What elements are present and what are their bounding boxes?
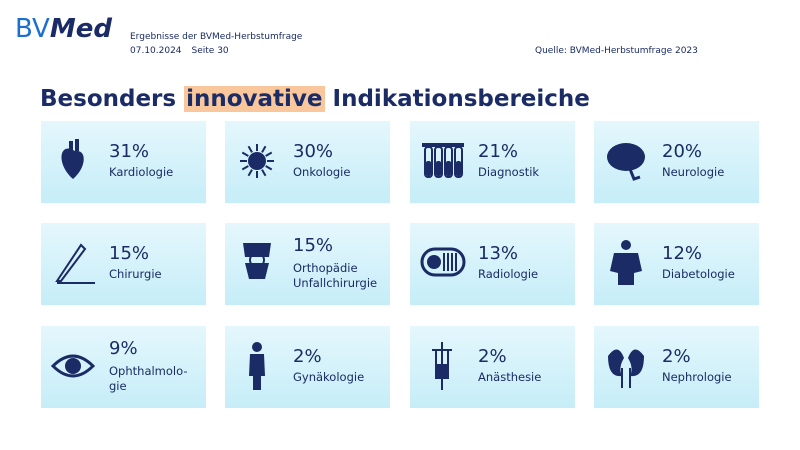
icon (420, 239, 466, 293)
label-line: Radiologie (478, 267, 539, 281)
tile: 2% Gynäkologie (225, 326, 390, 408)
logo-bv: BV (15, 14, 50, 44)
tile: 12% Diabetologie (594, 223, 759, 305)
title-part: Besonders (40, 86, 185, 112)
label: Ophthalmolo-gie (109, 364, 188, 394)
tile: 21% Diagnostik (410, 121, 575, 203)
label-line: Anästhesie (478, 370, 542, 384)
label-line: Kardiologie (109, 165, 174, 179)
title-highlight: innovative (184, 86, 325, 112)
label: Neurologie (662, 165, 724, 180)
logo-med: Med (49, 14, 112, 44)
percent: 15% (109, 243, 150, 264)
label: Orthopädie Unfallchirurgie (293, 261, 377, 291)
label-line: Diabetologie (662, 267, 735, 281)
tile: 9% Ophthalmolo-gie (41, 326, 206, 408)
label-line: Nephrologie (662, 370, 732, 384)
title: Besonders innovative Indikationsbereiche (40, 86, 590, 112)
icon (235, 239, 281, 293)
tile: 20% Neurologie (594, 121, 759, 203)
tile: 2% Anästhesie (410, 326, 575, 408)
label-line: Orthopädie (293, 261, 358, 275)
tile: 31% Kardiologie (41, 121, 206, 203)
label-line: gie (109, 379, 127, 393)
icon-graphic (422, 143, 464, 178)
subtitle: Ergebnisse der BVMed-Herbstumfrage (130, 32, 303, 42)
icon (604, 342, 650, 396)
icon (420, 137, 466, 191)
percent: 13% (478, 243, 519, 264)
tile: 2% Nephrologie (594, 326, 759, 408)
label: Nephrologie (662, 370, 732, 385)
label-line: Unfallchirurgie (293, 276, 378, 290)
label-line: Ophthalmolo- (109, 364, 188, 378)
label: Onkologie (293, 165, 350, 180)
icon-graphic (432, 342, 452, 390)
label: Chirurgie (109, 267, 162, 282)
percent: 9% (109, 338, 138, 359)
icon-graphic (50, 354, 96, 378)
icon-graphic (61, 139, 84, 179)
icon-graphic (420, 247, 466, 277)
label: Diabetologie (662, 267, 735, 282)
icon-graphic (608, 349, 644, 388)
label-line: Onkologie (293, 165, 351, 179)
icon (235, 137, 281, 191)
page-number: Seite 30 (191, 46, 229, 56)
label: Anästhesie (478, 370, 541, 385)
label-line: Diagnostik (478, 165, 540, 179)
icon-graphic (240, 144, 274, 178)
icon (51, 137, 97, 191)
percent: 2% (662, 346, 691, 367)
percent: 31% (109, 141, 150, 162)
percent: 30% (293, 141, 334, 162)
label-line: Gynäkologie (293, 370, 365, 384)
percent: 12% (662, 243, 703, 264)
label: Kardiologie (109, 165, 173, 180)
percent: 20% (662, 141, 703, 162)
icon-graphic (243, 243, 271, 279)
icon-graphic (55, 243, 95, 284)
percent: 21% (478, 141, 519, 162)
label: Radiologie (478, 267, 538, 282)
source: Quelle: BVMed-Herbstumfrage 2023 (535, 46, 698, 56)
percent: 2% (478, 346, 507, 367)
date: 07.10.2024 (130, 46, 182, 56)
logo: BVMed (15, 14, 112, 44)
icon-graphic (610, 240, 642, 285)
icon (604, 239, 650, 293)
label-line: Chirurgie (109, 267, 162, 281)
tile: 15% Orthopädie Unfallchirurgie (225, 223, 390, 305)
icon (604, 137, 650, 191)
tile: 13% Radiologie (410, 223, 575, 305)
tile: 15% Chirurgie (41, 223, 206, 305)
icon (420, 342, 466, 396)
icon (51, 239, 97, 293)
percent: 15% (293, 235, 334, 256)
icon (235, 342, 281, 396)
percent: 2% (293, 346, 322, 367)
tile: 30% Onkologie (225, 121, 390, 203)
date-line: 07.10.2024 Seite 30 (130, 46, 229, 56)
icon-graphic (607, 143, 645, 181)
label: Diagnostik (478, 165, 539, 180)
title-part: Indikationsbereiche (324, 86, 590, 112)
label-line: Neurologie (662, 165, 725, 179)
icon (50, 342, 97, 396)
icon-graphic (249, 342, 265, 390)
label: Gynäkologie (293, 370, 364, 385)
